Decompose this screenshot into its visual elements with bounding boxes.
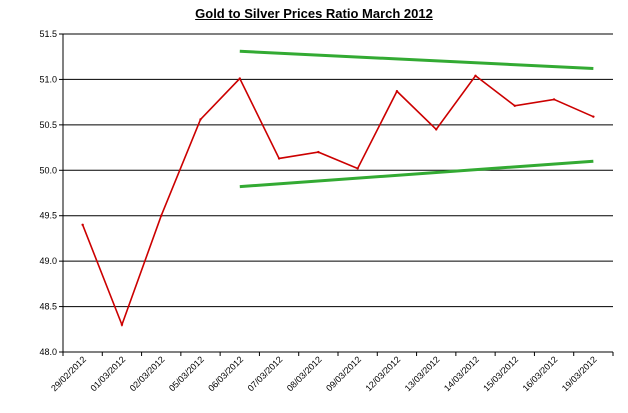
y-tick-label: 48.5	[39, 302, 57, 312]
data-point	[238, 77, 241, 80]
y-tick-label: 49.5	[39, 211, 57, 221]
data-point	[435, 128, 438, 131]
y-tick-label: 49.0	[39, 256, 57, 266]
trendline	[239, 159, 594, 189]
y-tick-label: 50.0	[39, 165, 57, 175]
data-point	[277, 157, 281, 160]
x-tick-label: 08/03/2012	[285, 354, 324, 393]
data-point	[592, 115, 595, 118]
x-tick-label: 02/03/2012	[128, 354, 167, 393]
chart-title: Gold to Silver Prices Ratio March 2012	[195, 6, 433, 21]
data-point	[474, 74, 477, 77]
x-tick-label: 01/03/2012	[88, 354, 127, 393]
data-point	[199, 118, 202, 121]
x-tick-label: 15/03/2012	[481, 354, 520, 393]
data-point	[120, 323, 124, 326]
x-tick-label: 12/03/2012	[363, 354, 402, 393]
y-tick-label: 51.5	[39, 29, 57, 39]
y-tick-label: 48.0	[39, 347, 57, 357]
x-tick-label: 19/03/2012	[560, 354, 599, 393]
y-tick-label: 51.0	[39, 74, 57, 84]
data-point	[356, 167, 359, 170]
data-point	[160, 214, 163, 217]
x-tick-label: 05/03/2012	[167, 354, 206, 393]
data-point	[317, 150, 320, 154]
x-tick-label: 06/03/2012	[206, 354, 245, 393]
trendline	[239, 49, 594, 71]
x-tick-label: 07/03/2012	[246, 354, 285, 393]
data-point	[81, 223, 84, 226]
series-line	[81, 74, 594, 328]
y-tick-label: 50.5	[39, 120, 57, 130]
x-tick-label: 16/03/2012	[521, 354, 560, 393]
x-tick-label: 29/02/2012	[49, 354, 88, 393]
x-tick-label: 13/03/2012	[403, 354, 442, 393]
data-point	[552, 98, 556, 101]
data-point	[513, 104, 516, 107]
x-tick-label: 14/03/2012	[442, 354, 481, 393]
x-tick-label: 09/03/2012	[324, 354, 363, 393]
data-point	[395, 90, 399, 93]
